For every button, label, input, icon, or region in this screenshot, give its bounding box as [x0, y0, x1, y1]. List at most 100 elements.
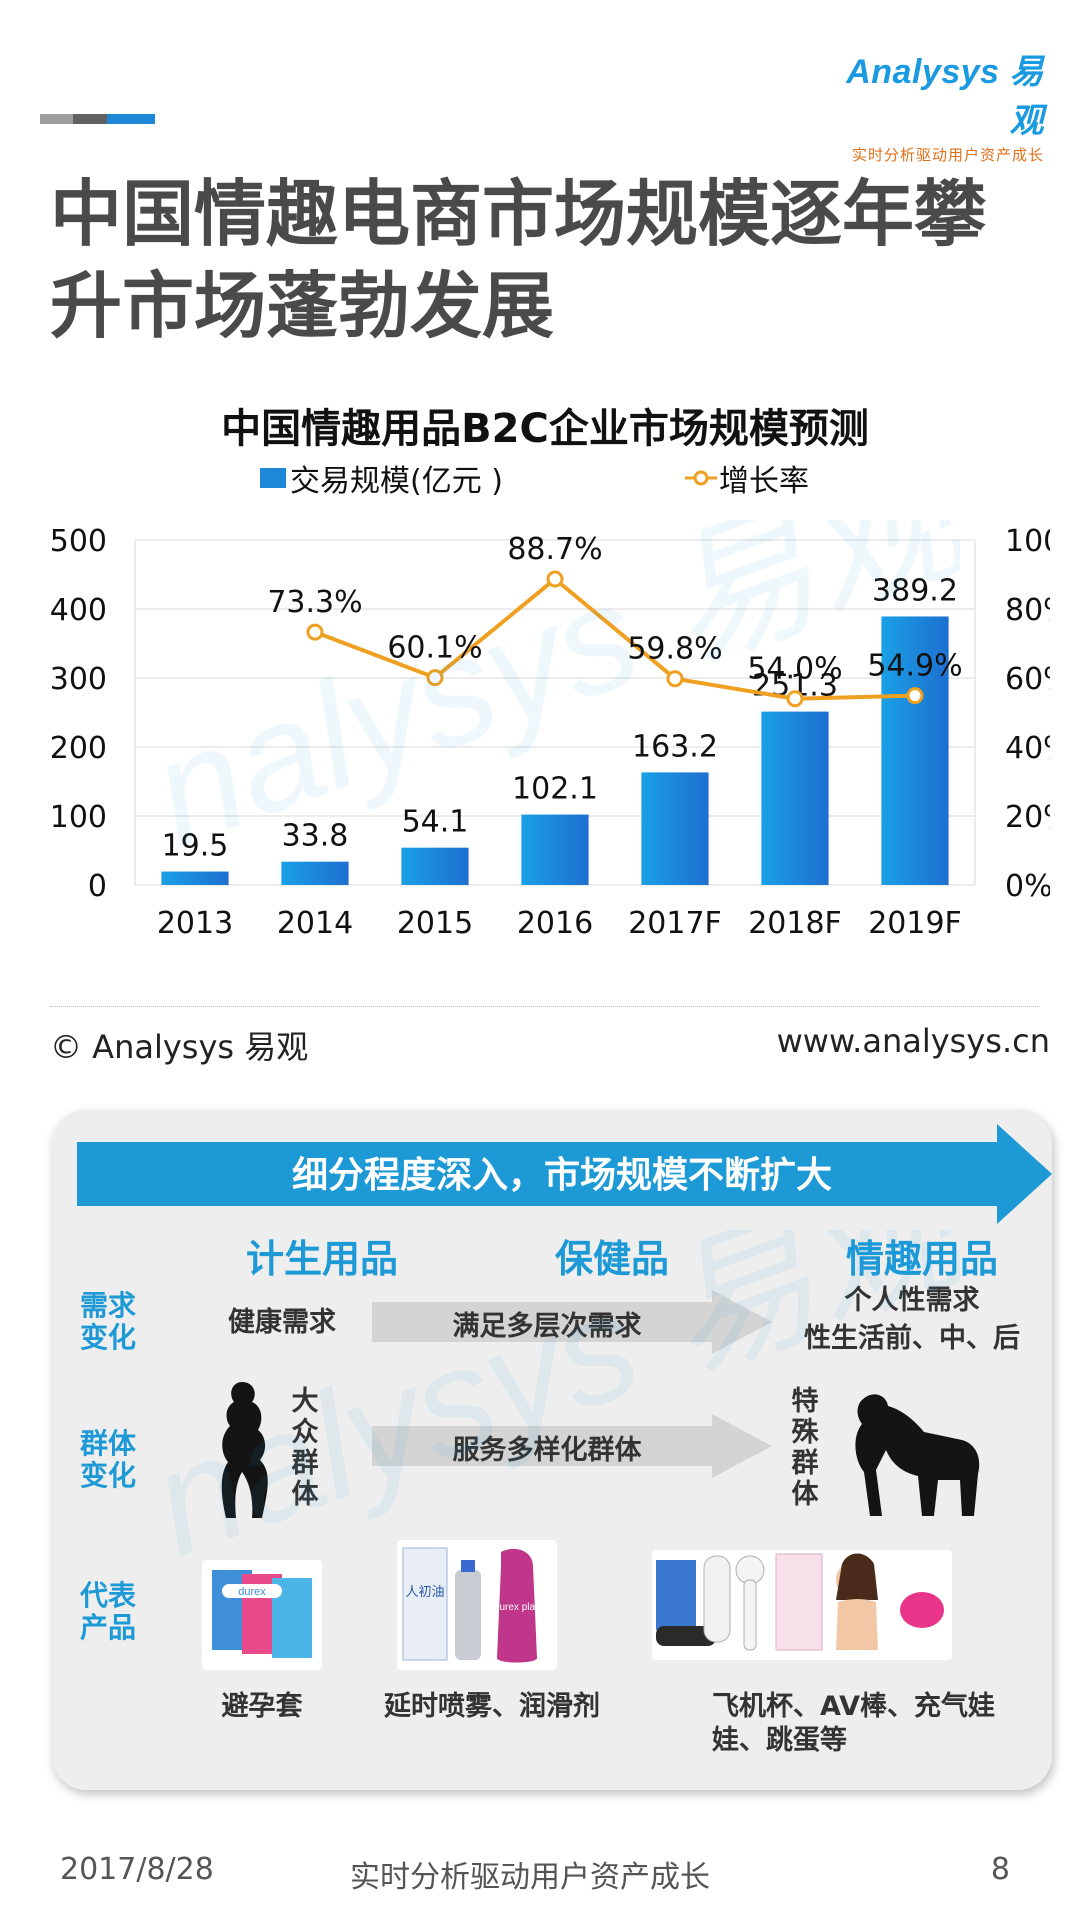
copyright: © Analysys 易观: [50, 1028, 309, 1066]
demand-right-text-1: 个人性需求: [844, 1285, 980, 1316]
silhouette-couple-icon: [855, 1394, 980, 1516]
y-right-tick-label: 60%: [1005, 662, 1050, 697]
product-image-condom: durex: [202, 1560, 322, 1670]
x-tick-label: 2017F: [628, 906, 722, 941]
growth-point: [786, 690, 804, 708]
product-image-adult-toys: [652, 1550, 952, 1660]
column-head-family-planning: 计生用品: [245, 1237, 398, 1281]
x-tick-label: 2013: [157, 906, 233, 941]
footer-slogan: 实时分析驱动用户资产成长: [350, 1860, 710, 1895]
bar-value-label: 389.2: [872, 573, 958, 608]
y-right-tick-label: 100%: [1005, 524, 1050, 559]
y-right-tick-label: 0%: [1005, 869, 1050, 904]
group-left-text: 大众群体: [291, 1386, 319, 1510]
demand-arrow-text: 满足多层次需求: [452, 1311, 642, 1342]
growth-point: [666, 670, 684, 688]
y-right-tick-label: 40%: [1005, 731, 1050, 766]
lube-brand-text: durex play: [494, 1602, 540, 1613]
spray-brand-text: 人初油: [405, 1585, 444, 1600]
y-left-tick-label: 200: [50, 731, 107, 766]
x-tick-label: 2015: [397, 906, 473, 941]
chart-plot: 0 100 200 300 400 500 0% 20% 40% 60% 80% 100% 19.5 20…: [50, 524, 1050, 941]
growth-value-label: 54.9%: [867, 649, 962, 684]
bar-value-label: 19.5: [162, 829, 229, 864]
row-head-demand: 需求 变化: [80, 1289, 137, 1354]
chart-title: 中国情趣用品B2C企业市场规模预测: [221, 406, 869, 452]
legend-line-label: 增长率: [718, 464, 809, 499]
bar-value-label: 33.8: [282, 819, 349, 854]
website-link[interactable]: www.analysys.cn: [776, 1022, 1050, 1060]
group-right-text: 特殊群体: [791, 1386, 819, 1510]
y-left-tick-label: 400: [50, 593, 107, 628]
banner-arrow: [77, 1124, 1052, 1224]
y-right-tick-label: 20%: [1005, 800, 1050, 835]
brand-name: Analysys 易观: [846, 53, 1044, 140]
growth-value-label: 54.0%: [747, 652, 842, 687]
bar: [401, 847, 469, 885]
row-head-products: 代表 产品: [80, 1579, 137, 1644]
page-title: 中国情趣电商市场规模逐年攀升市场蓬勃发展: [50, 172, 987, 348]
growth-value-label: 88.7%: [507, 532, 602, 567]
bar-value-label: 163.2: [632, 729, 718, 764]
y-right-tick-label: 80%: [1005, 593, 1050, 628]
column-head-health: 保健品: [554, 1237, 669, 1281]
info-card: 细分程度深入，市场规模不断扩大 计生用品 保健品 情趣用品 需求 变化 群体 变化 …: [52, 1110, 1052, 1790]
legend-line-item: 增长率: [683, 456, 809, 500]
accent-bar-gray: [40, 114, 73, 124]
bar-value-label: 102.1: [512, 772, 598, 807]
accent-bar-blue: [107, 114, 155, 124]
legend-line-swatch: [684, 470, 717, 486]
demand-gray-arrow: [372, 1290, 772, 1354]
bar: [521, 814, 589, 885]
growth-value-label: 60.1%: [387, 631, 482, 666]
row-head-group: 群体 变化: [80, 1427, 137, 1492]
banner-text: 细分程度深入，市场规模不断扩大: [291, 1155, 832, 1196]
x-tick-label: 2014: [277, 906, 353, 941]
x-tick-label: 2016: [517, 906, 593, 941]
brand-slogan: 实时分析驱动用户资产成长: [851, 146, 1044, 164]
y-left-tick-label: 500: [50, 524, 107, 559]
legend-bar-swatch: [260, 468, 286, 488]
group-gray-arrow: [372, 1414, 772, 1478]
legend-bar-label: 交易规模(亿元 ): [290, 464, 503, 499]
group-arrow-text: 服务多样化群体: [452, 1435, 642, 1466]
x-tick-label: 2019F: [868, 906, 962, 941]
growth-point: [306, 623, 324, 641]
demand-left-text: 健康需求: [228, 1307, 336, 1338]
growth-point: [546, 570, 564, 588]
bar: [281, 861, 349, 885]
product-label-condom: 避孕套: [221, 1691, 303, 1722]
growth-value-label: 73.3%: [267, 585, 362, 620]
page-number: 8: [990, 1852, 1010, 1887]
condom-brand-text: durex: [238, 1586, 266, 1598]
spray-bottle-icon: 人初油 durex play: [402, 1547, 540, 1663]
divider: [50, 1006, 1040, 1007]
y-left-tick-label: 0: [88, 869, 107, 904]
footer-date: 2017/8/28: [60, 1852, 214, 1887]
product-label-adult-toys: 飞机杯、AV棒、充气娃娃、跳蛋等: [712, 1691, 995, 1756]
chart-legend: 交易规模(亿元 ) 增长率: [260, 456, 809, 500]
bar-value-label: 54.1: [402, 805, 469, 840]
x-tick-label: 2018F: [748, 906, 842, 941]
product-label-spray-lube: 延时喷雾、润滑剂: [384, 1691, 600, 1722]
silhouette-woman-icon: [221, 1382, 268, 1518]
demand-right-text-2: 性生活前、中、后: [804, 1323, 1020, 1354]
bar: [161, 871, 229, 885]
growth-point: [906, 687, 924, 705]
y-left-tick-label: 300: [50, 662, 107, 697]
growth-point: [426, 669, 444, 687]
bar: [881, 616, 949, 885]
product-image-spray-lube: 人初油 durex play: [397, 1540, 557, 1670]
adult-toys-icon: [656, 1553, 944, 1651]
bar: [761, 711, 829, 885]
chart-container: 中国情趣用品B2C企业市场规模预测 交易规模(亿元 ) 增长率 0 100 200 3…: [40, 390, 1050, 970]
growth-line: [314, 576, 916, 701]
y-left-tick-label: 100: [50, 800, 107, 835]
growth-value-label: 59.8%: [627, 632, 722, 667]
condom-box-icon: durex: [212, 1570, 312, 1658]
accent-bar: [40, 114, 155, 124]
column-head-adult: 情趣用品: [845, 1237, 998, 1281]
brand-logo: Analysys 易观 实时分析驱动用户资产成长: [814, 44, 1044, 165]
bar: [641, 772, 709, 885]
accent-bar-dark: [73, 114, 107, 124]
